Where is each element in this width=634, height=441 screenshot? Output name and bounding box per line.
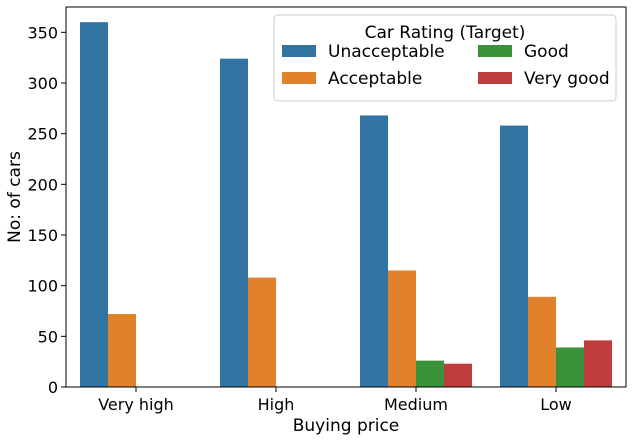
y-tick-label: 300 — [27, 74, 58, 93]
legend-title: Car Rating (Target) — [365, 23, 526, 43]
y-tick-label: 50 — [38, 327, 58, 346]
y-tick-label: 100 — [27, 277, 58, 296]
legend-swatch-acceptable — [282, 72, 316, 84]
y-tick-label: 0 — [48, 378, 58, 397]
y-tick-label: 200 — [27, 175, 58, 194]
y-tick-label: 250 — [27, 125, 58, 144]
bar-good-medium — [416, 360, 444, 387]
bar-very-good-medium — [444, 363, 472, 387]
bar-unacceptable-medium — [360, 115, 388, 388]
bar-acceptable-low — [528, 296, 556, 387]
x-axis: Very high High Medium Low — [98, 387, 572, 414]
y-axis-title: No: of cars — [5, 151, 25, 243]
x-tick-label: High — [258, 395, 295, 414]
bar-unacceptable-very-high — [80, 22, 108, 387]
legend-frame — [273, 14, 617, 102]
bar-unacceptable-low — [500, 125, 528, 387]
legend-swatch-very-good — [478, 72, 512, 84]
plot-frame — [65, 6, 627, 388]
y-tick-label: 150 — [27, 226, 58, 245]
bars-group — [80, 22, 612, 388]
legend-label-unacceptable: Unacceptable — [328, 42, 445, 62]
x-tick-label: Low — [540, 395, 572, 414]
bar-very-good-low — [584, 340, 612, 387]
bar-unacceptable-high — [220, 58, 248, 388]
bar-acceptable-medium — [388, 270, 416, 387]
legend-label-good: Good — [524, 42, 569, 62]
legend-swatch-unacceptable — [282, 45, 316, 57]
legend-swatch-good — [478, 45, 512, 57]
bar-acceptable-very-high — [108, 314, 136, 387]
legend-label-acceptable: Acceptable — [328, 69, 422, 89]
y-axis: 0 50 100 150 200 250 300 350 — [27, 23, 66, 397]
x-tick-label: Medium — [384, 395, 448, 414]
bar-good-low — [556, 347, 584, 387]
x-tick-label: Very high — [98, 395, 174, 414]
x-axis-title: Buying price — [293, 416, 400, 436]
y-tick-label: 350 — [27, 23, 58, 42]
legend-label-very-good: Very good — [524, 69, 610, 89]
bar-acceptable-high — [248, 277, 276, 387]
legend: Car Rating (Target) Unacceptable Acceptab… — [273, 14, 617, 102]
